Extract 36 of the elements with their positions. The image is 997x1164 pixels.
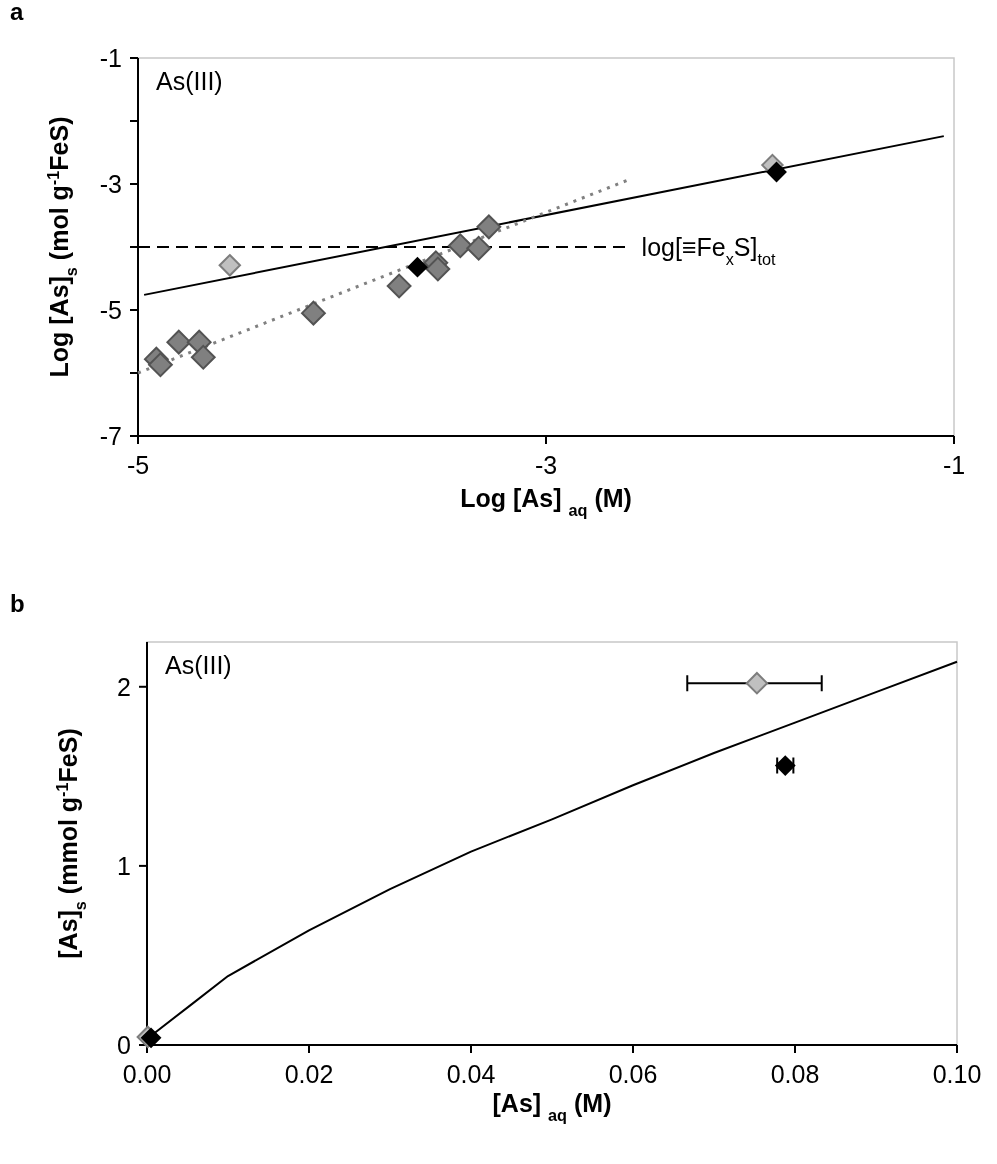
y-tick-label: -7 xyxy=(99,422,122,450)
point xyxy=(190,344,216,370)
point xyxy=(447,233,473,259)
x-tick-label: -1 xyxy=(942,451,966,479)
point xyxy=(466,235,492,261)
point xyxy=(301,300,326,326)
x-tick-label: 0.04 xyxy=(446,1060,496,1088)
x-tick-label: 0.02 xyxy=(284,1060,334,1088)
y-tick-label: -1 xyxy=(99,44,122,72)
chart-title: b xyxy=(10,590,25,617)
x-tick-label: -3 xyxy=(534,451,558,479)
point xyxy=(218,254,241,277)
y-tick-label: 1 xyxy=(117,851,131,880)
point xyxy=(166,329,192,355)
annotation: As(III) xyxy=(165,651,232,679)
x-axis-title: Log [As] $_{aq}$ (M) xyxy=(460,484,632,519)
x-tick-label: 0.10 xyxy=(932,1060,982,1088)
y-tick-label: 0 xyxy=(117,1031,131,1059)
x-tick-label: 0.00 xyxy=(122,1060,172,1088)
point xyxy=(745,672,769,695)
point xyxy=(476,214,502,240)
chart-title: a xyxy=(10,0,24,25)
y-tick-label: -3 xyxy=(99,170,122,198)
point xyxy=(141,1027,162,1048)
point xyxy=(425,256,451,282)
x-tick-label: 0.06 xyxy=(608,1060,658,1088)
y-tick-label: -5 xyxy=(99,296,122,324)
x-axis-title: [As] $_{aq}$ (M) xyxy=(492,1089,612,1124)
x-tick-label: 0.08 xyxy=(770,1060,820,1088)
point xyxy=(148,352,173,378)
point xyxy=(407,257,428,278)
point xyxy=(766,162,787,183)
point xyxy=(386,273,412,299)
y-tick-label: 2 xyxy=(117,672,131,701)
series-label: log[≡Fe$_{x}$S]$_{tot}$ xyxy=(641,233,776,268)
annotation: As(III) xyxy=(156,67,223,95)
